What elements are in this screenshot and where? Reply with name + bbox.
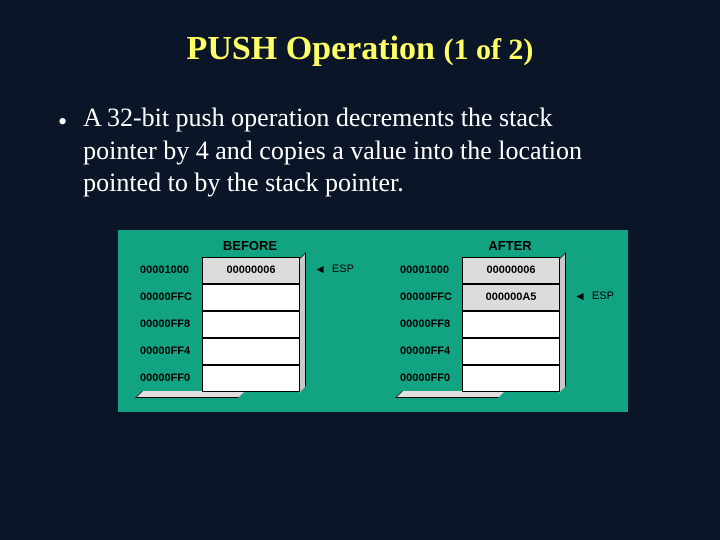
table-row: 00000FF8 [400, 311, 560, 338]
table-row: 00000FF8 [140, 311, 300, 338]
stack-diagram: BEFORE 00001000 00000006 00000FFC 00000F… [118, 230, 628, 412]
title-main: PUSH Operation [187, 30, 435, 67]
value-cell [462, 365, 560, 392]
bullet-text: A 32-bit push operation decrements the s… [83, 102, 623, 200]
before-panel: BEFORE 00001000 00000006 00000FFC 00000F… [140, 238, 300, 392]
arrow-left-icon: ◄ [314, 262, 326, 276]
bullet-item: • A 32-bit push operation decrements the… [58, 102, 672, 200]
after-stack: 00001000 00000006 00000FFC 000000A5 0000… [400, 257, 560, 392]
value-cell [202, 284, 300, 311]
address-cell: 00000FF4 [400, 338, 462, 365]
value-cell [462, 338, 560, 365]
address-cell: 00000FFC [400, 284, 462, 311]
table-row: 00000FF4 [400, 338, 560, 365]
table-row: 00000FF0 [140, 365, 300, 392]
value-cell [202, 365, 300, 392]
before-label: BEFORE [200, 238, 300, 253]
address-cell: 00000FF0 [140, 365, 202, 392]
slide-title: PUSH Operation (1 of 2) [48, 30, 672, 68]
address-cell: 00001000 [140, 257, 202, 284]
slide: PUSH Operation (1 of 2) • A 32-bit push … [0, 0, 720, 540]
value-cell: 00000006 [462, 257, 560, 284]
after-label: AFTER [460, 238, 560, 253]
esp-pointer-before: ◄ ESP [314, 262, 354, 276]
value-cell: 00000006 [202, 257, 300, 284]
esp-pointer-after: ◄ ESP [574, 289, 614, 303]
table-row: 00001000 00000006 [140, 257, 300, 284]
value-cell [202, 311, 300, 338]
table-row: 00000FF0 [400, 365, 560, 392]
table-row: 00000FF4 [140, 338, 300, 365]
value-cell [202, 338, 300, 365]
address-cell: 00000FF8 [400, 311, 462, 338]
value-cell: 000000A5 [462, 284, 560, 311]
esp-label: ESP [592, 290, 614, 302]
before-stack: 00001000 00000006 00000FFC 00000FF8 0000… [140, 257, 300, 392]
address-cell: 00000FF4 [140, 338, 202, 365]
table-row: 00000FFC 000000A5 [400, 284, 560, 311]
address-cell: 00000FFC [140, 284, 202, 311]
title-sub: (1 of 2) [443, 33, 533, 66]
esp-label: ESP [332, 263, 354, 275]
arrow-left-icon: ◄ [574, 289, 586, 303]
after-panel: AFTER 00001000 00000006 00000FFC 000000A… [400, 238, 560, 392]
address-cell: 00000FF0 [400, 365, 462, 392]
address-cell: 00001000 [400, 257, 462, 284]
address-cell: 00000FF8 [140, 311, 202, 338]
value-cell [462, 311, 560, 338]
bullet-dot-icon: • [58, 106, 67, 139]
table-row: 00001000 00000006 [400, 257, 560, 284]
table-row: 00000FFC [140, 284, 300, 311]
